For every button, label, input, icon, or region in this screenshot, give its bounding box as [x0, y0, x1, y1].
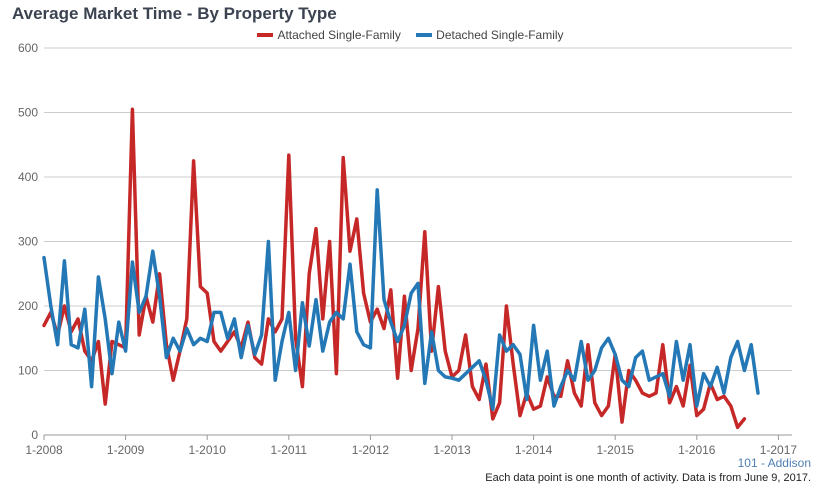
x-tick-label: 1-2012 — [352, 443, 390, 457]
legend-item-detached[interactable]: Detached Single-Family — [416, 28, 564, 42]
y-tick-label: 300 — [18, 235, 38, 249]
legend-label-attached: Attached Single-Family — [277, 28, 401, 42]
x-tick-label: 1-2014 — [515, 443, 553, 457]
x-tick-label: 1-2016 — [678, 443, 716, 457]
x-tick-label: 1-2008 — [25, 443, 63, 457]
x-tick-label: 1-2009 — [107, 443, 145, 457]
legend-swatch-detached — [416, 33, 433, 37]
x-tick-label: 1-2015 — [597, 443, 635, 457]
x-tick-label: 1-2013 — [433, 443, 471, 457]
source-label: 101 - Addison — [737, 456, 811, 470]
legend-item-attached[interactable]: Attached Single-Family — [257, 28, 401, 42]
legend-swatch-attached — [257, 33, 274, 37]
x-tick-label: 1-2017 — [760, 443, 798, 457]
footnote: Each data point is one month of activity… — [485, 472, 811, 484]
legend-label-detached: Detached Single-Family — [436, 28, 564, 42]
y-tick-label: 200 — [18, 299, 38, 313]
y-tick-label: 500 — [18, 106, 38, 120]
chart-title: Average Market Time - By Property Type — [12, 4, 337, 23]
x-tick-label: 1-2011 — [271, 443, 308, 457]
y-tick-label: 600 — [18, 41, 38, 55]
y-tick-label: 0 — [31, 428, 38, 442]
legend: Attached Single-Family Detached Single-F… — [0, 26, 821, 42]
y-tick-label: 400 — [18, 170, 38, 184]
series-line-1 — [42, 188, 760, 411]
x-tick-label: 1-2010 — [189, 443, 227, 457]
y-tick-label: 100 — [18, 364, 38, 378]
